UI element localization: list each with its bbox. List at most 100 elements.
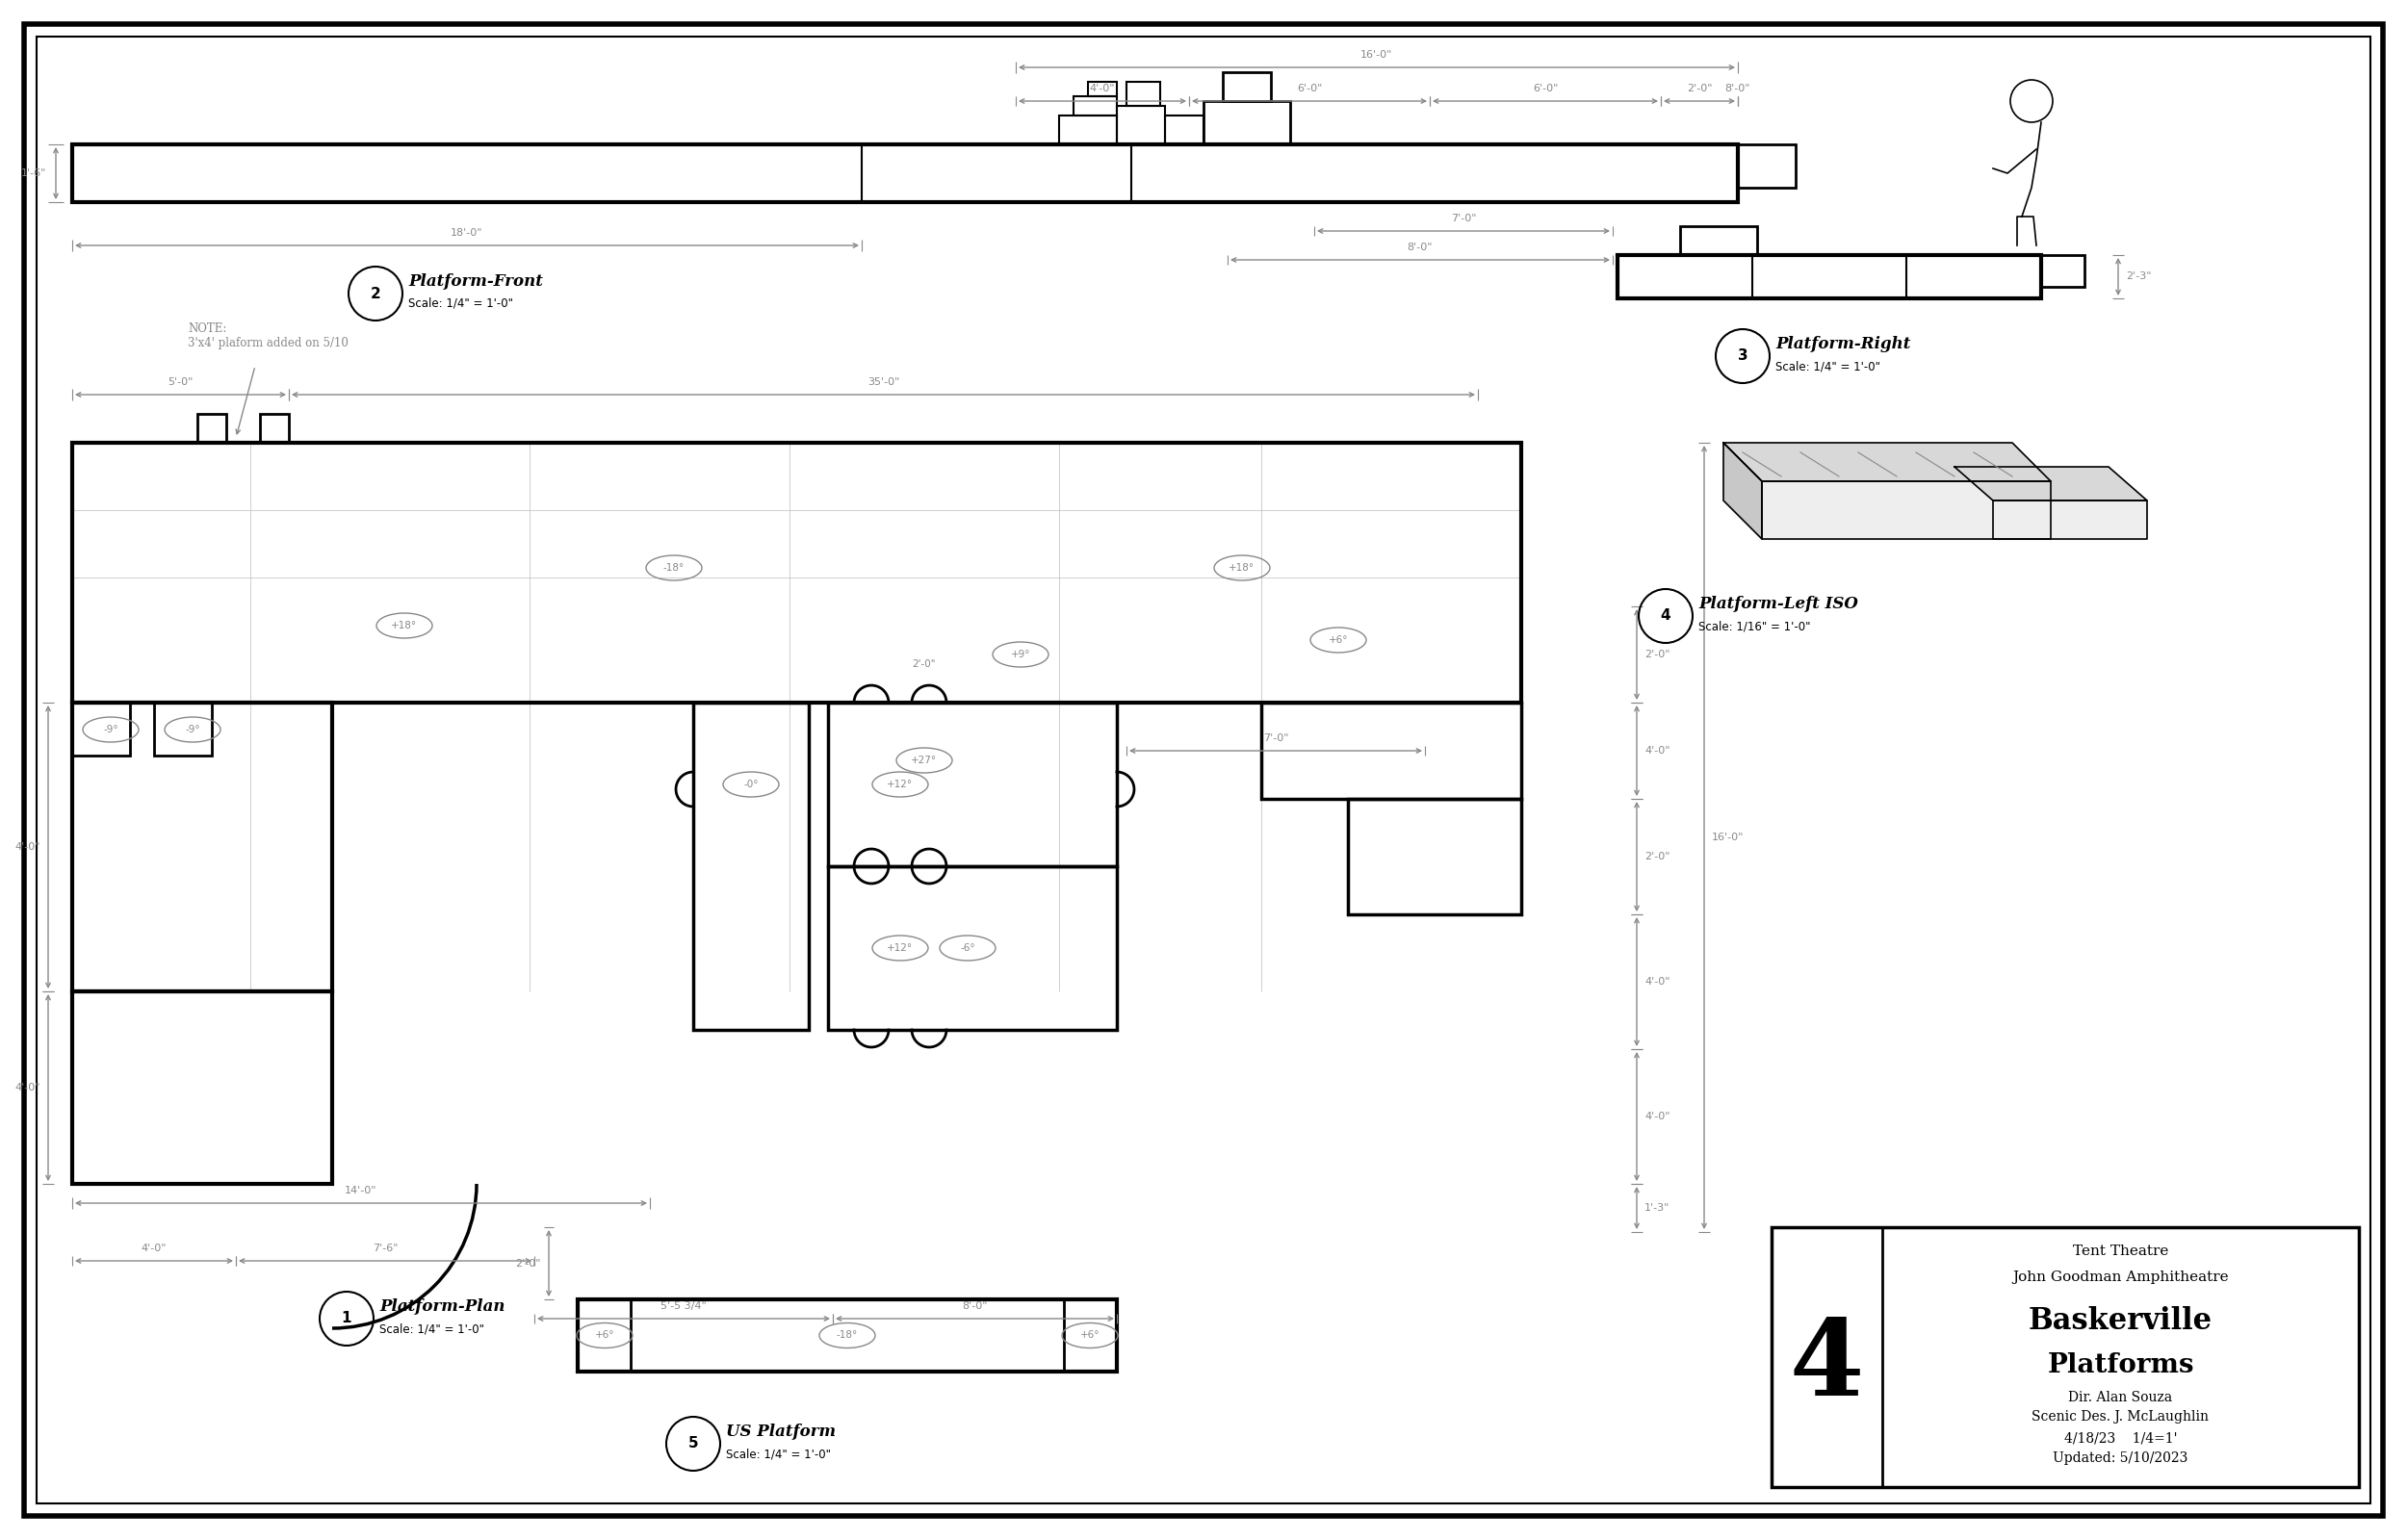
Bar [1064,1300,1117,1372]
Text: 6'-0": 6'-0" [1533,83,1557,94]
Text: 7'-0": 7'-0" [1264,733,1288,744]
Text: 4/18/23    1/4=1': 4/18/23 1/4=1' [2065,1432,2178,1446]
Text: Platforms: Platforms [2046,1352,2195,1378]
Text: 7'-6": 7'-6" [373,1244,397,1254]
Text: 6'-0": 6'-0" [1297,83,1321,94]
Text: 4: 4 [1661,608,1670,624]
Bar [72,702,332,992]
Text: Platform-Plan: Platform-Plan [380,1298,505,1315]
Text: US Platform: US Platform [727,1423,835,1440]
Text: 5: 5 [688,1437,698,1451]
Text: 14'-0": 14'-0" [344,1186,378,1195]
Polygon shape [1723,444,1762,539]
Text: 16'-0": 16'-0" [1360,49,1394,60]
Text: -18°: -18° [664,564,684,573]
Bar [578,1300,631,1372]
Text: Updated: 5/10/2023: Updated: 5/10/2023 [2053,1451,2188,1465]
Text: -18°: -18° [838,1331,857,1340]
Bar [1261,702,1521,799]
Text: Dir. Alan Souza: Dir. Alan Souza [2068,1391,2174,1404]
Text: 8'-0": 8'-0" [963,1301,987,1311]
Bar [197,414,226,444]
Bar [1738,145,1796,188]
Bar [693,702,809,1030]
Text: -6°: -6° [960,942,975,953]
Text: -9°: -9° [185,725,200,735]
Text: 2'-0": 2'-0" [1644,650,1670,659]
Text: 4'-0": 4'-0" [14,1083,41,1092]
Text: 4'-0": 4'-0" [14,842,41,852]
Bar [1074,95,1117,116]
Text: +18°: +18° [392,621,416,630]
Bar [828,702,1117,865]
Bar [1680,226,1757,256]
Text: 18'-0": 18'-0" [450,228,484,237]
Text: 4'-0": 4'-0" [1644,1112,1670,1121]
Text: Tent Theatre: Tent Theatre [2072,1244,2169,1258]
Bar [72,992,332,1184]
Bar [72,444,1521,702]
Bar [1059,116,1117,145]
Bar [154,702,212,756]
Bar [260,414,289,444]
Bar [578,1300,1117,1372]
Text: +6°: +6° [595,1331,614,1340]
Text: Scenic Des. J. McLaughlin: Scenic Des. J. McLaughlin [2032,1411,2210,1423]
Text: 1: 1 [342,1312,351,1326]
Text: +12°: +12° [888,779,912,788]
Text: NOTE:
3'x4' plaform added on 5/10: NOTE: 3'x4' plaform added on 5/10 [188,322,349,350]
Bar [1348,799,1521,915]
Text: 4'-0": 4'-0" [1090,83,1114,94]
Text: 4'-0": 4'-0" [1644,745,1670,756]
Text: Scale: 1/4" = 1'-0": Scale: 1/4" = 1'-0" [380,1323,484,1335]
Text: Baskerville: Baskerville [2029,1306,2212,1335]
Bar [1772,1227,2359,1488]
Text: 5'-0": 5'-0" [168,377,193,387]
Text: 4: 4 [1788,1315,1863,1418]
Bar [1618,256,2041,299]
Text: 1'-3": 1'-3" [1644,1203,1670,1214]
Bar [1088,82,1117,95]
Bar [72,145,1738,202]
Text: 2'-0": 2'-0" [912,659,936,668]
Text: 2'-0": 2'-0" [1644,852,1670,861]
Text: 2'-3": 2'-3" [2125,273,2152,282]
Text: 2: 2 [371,286,380,300]
Bar [1165,116,1204,145]
Polygon shape [1762,480,2051,539]
Text: Scale: 1/4" = 1'-0": Scale: 1/4" = 1'-0" [409,297,513,310]
Text: 16'-0": 16'-0" [1711,833,1745,842]
Text: Platform-Right: Platform-Right [1776,336,1911,353]
Text: +6°: +6° [1081,1331,1100,1340]
Text: +12°: +12° [888,942,912,953]
Text: 1'-6": 1'-6" [22,168,46,179]
Bar [1126,82,1160,106]
Bar [1117,106,1165,145]
Text: 35'-0": 35'-0" [867,377,900,387]
Text: Scale: 1/4" = 1'-0": Scale: 1/4" = 1'-0" [727,1448,830,1460]
Text: 7'-0": 7'-0" [1451,214,1475,223]
Text: Platform-Front: Platform-Front [409,274,544,290]
Text: 2'-0": 2'-0" [515,1258,542,1267]
Bar [828,865,1117,1030]
Text: -0°: -0° [744,779,758,788]
Text: John Goodman Amphitheatre: John Goodman Amphitheatre [2012,1270,2229,1284]
Text: 8'-0": 8'-0" [1726,83,1750,94]
Polygon shape [1723,444,2051,480]
Text: 2'-0": 2'-0" [1687,83,1711,94]
Text: +9°: +9° [1011,650,1030,659]
Text: 8'-0": 8'-0" [1408,242,1432,253]
Polygon shape [1993,500,2147,539]
Text: Scale: 1/16" = 1'-0": Scale: 1/16" = 1'-0" [1699,619,1810,633]
Text: Platform-Left ISO: Platform-Left ISO [1699,596,1858,611]
Bar [1204,102,1290,145]
Bar [72,702,130,756]
Text: -9°: -9° [104,725,118,735]
Text: +18°: +18° [1230,564,1254,573]
Text: 4'-0": 4'-0" [1644,976,1670,987]
Bar [1223,72,1271,102]
Polygon shape [1954,467,2147,500]
Text: +6°: +6° [1329,634,1348,645]
Text: +27°: +27° [912,756,936,765]
Text: 4'-0": 4'-0" [142,1244,166,1254]
